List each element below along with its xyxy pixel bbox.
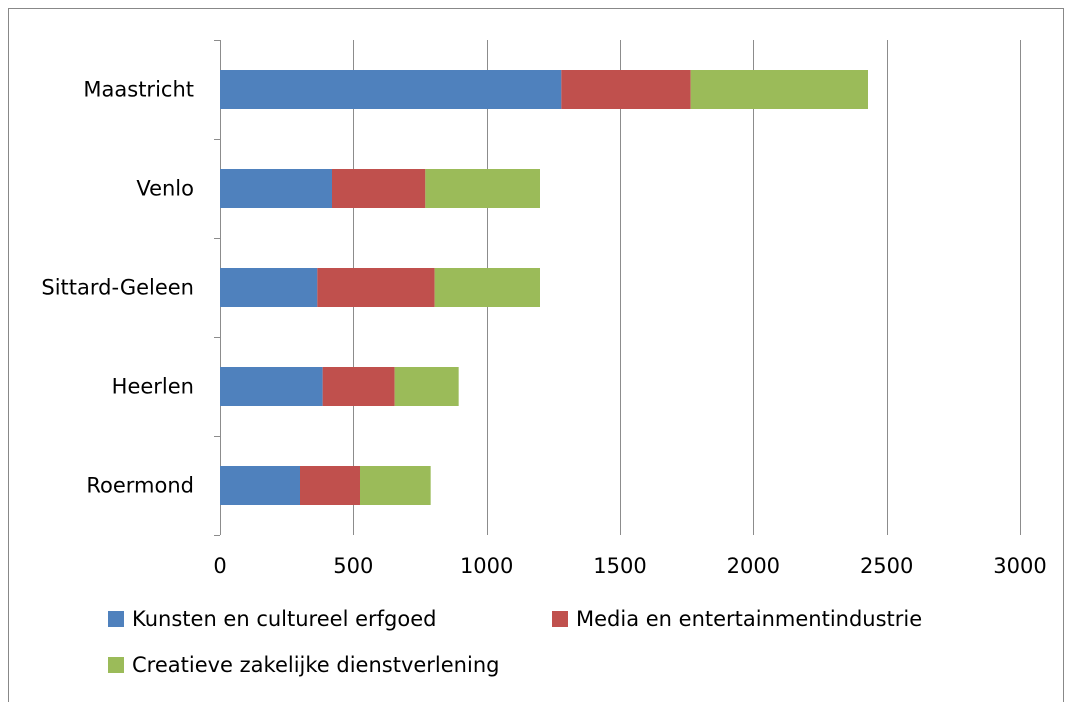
plot-area: Maastricht Venlo Sittard-Geleen Heerlen Roer…	[41, 40, 1047, 578]
bar-segment	[317, 268, 435, 307]
category-label: Venlo	[136, 177, 194, 201]
bar-segment	[220, 70, 562, 109]
x-tick-label: 3000	[993, 554, 1046, 578]
bar-segment	[332, 169, 426, 208]
legend-swatch	[108, 657, 124, 673]
bar-segment	[360, 466, 431, 505]
chart-border	[8, 8, 1064, 702]
category-label: Heerlen	[112, 375, 194, 399]
legend: Kunsten en cultureel erfgoed Media en ent…	[108, 607, 922, 677]
x-tick-label: 500	[333, 554, 373, 578]
bar-segment	[322, 367, 395, 406]
bar-segment	[690, 70, 868, 109]
x-tick-label: 0	[213, 554, 226, 578]
bar-segment	[394, 367, 459, 406]
bar-segment	[425, 169, 540, 208]
legend-label: Creatieve zakelijke dienstverlening	[132, 653, 499, 677]
x-tick-label: 2500	[860, 554, 913, 578]
bar-segment	[220, 169, 332, 208]
legend-label: Media en entertainmentindustrie	[576, 607, 922, 631]
x-tick-label: 1500	[593, 554, 646, 578]
x-tick-label: 2000	[727, 554, 780, 578]
x-tick-label: 1000	[460, 554, 513, 578]
bar-segment	[300, 466, 360, 505]
bar-segment	[561, 70, 691, 109]
category-label: Roermond	[86, 474, 194, 498]
category-label: Maastricht	[83, 78, 194, 102]
legend-label: Kunsten en cultureel erfgoed	[132, 607, 436, 631]
bar-segment	[220, 367, 323, 406]
bar-segment	[434, 268, 540, 307]
bar-segment	[220, 466, 300, 505]
category-label: Sittard-Geleen	[41, 276, 194, 300]
legend-swatch	[108, 611, 124, 627]
legend-swatch	[552, 611, 568, 627]
bar-segment	[220, 268, 318, 307]
